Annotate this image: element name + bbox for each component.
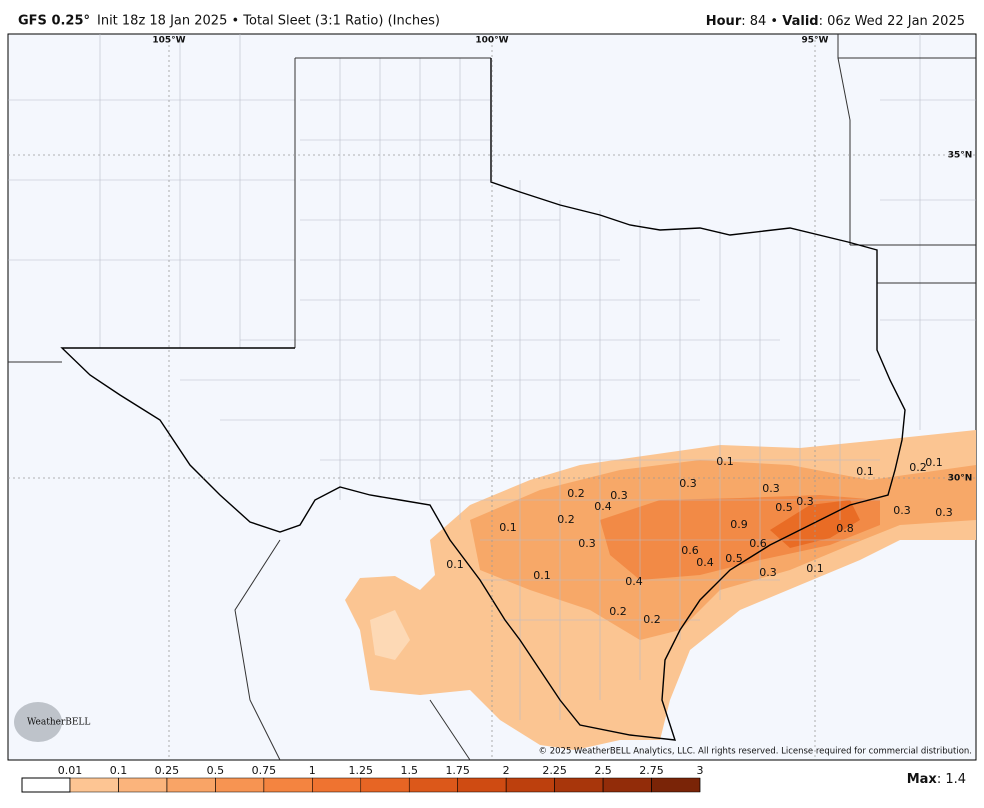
contour-label: 0.3 <box>578 537 596 550</box>
contour-label: 0.3 <box>610 489 628 502</box>
contour-label: 0.9 <box>730 518 748 531</box>
legend-swatch <box>118 777 168 793</box>
legend-tick-label: 0.01 <box>58 764 83 777</box>
latitude-labels: 35°N 30°N <box>948 151 973 484</box>
contour-label: 0.1 <box>925 456 943 469</box>
legend-tick-label: 0.25 <box>155 764 180 777</box>
longitude-labels: 105°W 100°W 95°W <box>152 36 828 46</box>
legend-tick-label: 2.5 <box>594 764 612 777</box>
legend-swatch <box>263 777 313 793</box>
contour-label: 0.5 <box>775 501 793 514</box>
contour-label: 0.1 <box>856 465 874 478</box>
logo: WeatherBELL <box>14 702 90 742</box>
latitude-label: 30°N <box>948 474 973 484</box>
legend-swatch <box>554 777 604 793</box>
latitude-label: 35°N <box>948 151 973 161</box>
legend-swatch <box>602 777 652 793</box>
contour-labels: 0.10.1 0.20.10.3 0.30.2 0.30.4 0.30.50.20.1 0… <box>446 455 953 626</box>
legend-below-min <box>21 777 71 793</box>
legend-tick-label: 1.75 <box>445 764 470 777</box>
legend-tick-label: 1 <box>309 764 316 777</box>
contour-label: 0.4 <box>696 556 714 569</box>
contour-label: 0.2 <box>567 487 585 500</box>
county-lines <box>8 34 976 720</box>
logo-text: WeatherBELL <box>27 718 90 728</box>
legend-tick-label: 0.5 <box>207 764 225 777</box>
contour-label: 0.1 <box>499 521 517 534</box>
texas-outline <box>60 58 906 741</box>
color-legend: 0.01 0.1 0.25 0.5 0.75 1 1.25 1.5 1.75 2 2.25 2.5 2.… <box>21 764 704 793</box>
longitude-label: 105°W <box>152 36 185 46</box>
longitude-label: 100°W <box>475 36 508 46</box>
contour-label: 0.1 <box>533 569 551 582</box>
max-text: : 1.4 <box>937 772 966 787</box>
valid-text: : 06z Wed 22 Jan 2025 <box>819 14 965 29</box>
contour-label: 0.3 <box>796 495 814 508</box>
legend-swatch <box>505 777 555 793</box>
valid-label: Valid <box>782 14 818 29</box>
max-label: Max <box>907 772 938 787</box>
contour-label: 0.1 <box>446 558 464 571</box>
contour-label: 0.2 <box>643 613 661 626</box>
contour-label: 0.8 <box>836 522 854 535</box>
legend-tick-label: 2.25 <box>542 764 567 777</box>
legend-swatch <box>215 777 265 793</box>
legend-swatch <box>408 777 458 793</box>
description: Init 18z 18 Jan 2025 • Total Sleet (3:1 … <box>97 14 440 29</box>
contour-label: 0.3 <box>759 566 777 579</box>
legend-tick-label: 2.75 <box>639 764 664 777</box>
contour-label: 0.3 <box>762 482 780 495</box>
longitude-label: 95°W <box>802 36 829 46</box>
contour-label: 0.5 <box>725 552 743 565</box>
contour-label: 0.1 <box>806 562 824 575</box>
valid-info: Hour: 84 • Valid: 06z Wed 22 Jan 2025 <box>706 14 965 29</box>
contour-label: 0.2 <box>609 605 627 618</box>
contour-label: 0.3 <box>893 504 911 517</box>
legend-swatch <box>312 777 362 793</box>
legend-swatch <box>457 777 507 793</box>
contour-label: 0.3 <box>679 477 697 490</box>
legend-tick-label: 1.25 <box>349 764 374 777</box>
model-title: GFS 0.25° <box>18 14 90 29</box>
contour-label: 0.6 <box>749 537 767 550</box>
legend-tick-label: 2 <box>503 764 510 777</box>
state-lines <box>8 34 976 761</box>
legend-swatch <box>360 777 410 793</box>
contour-label: 0.2 <box>909 461 927 474</box>
copyright: © 2025 WeatherBELL Analytics, LLC. All r… <box>539 747 972 757</box>
max-info: Max: 1.4 <box>907 772 966 787</box>
contour-label: 0.2 <box>557 513 575 526</box>
hour-text: : 84 • <box>741 14 782 29</box>
legend-swatch <box>651 777 701 793</box>
contour-label: 0.4 <box>625 575 643 588</box>
legend-swatch <box>69 777 119 793</box>
legend-tick-label: 1.5 <box>400 764 418 777</box>
contour-label: 0.6 <box>681 544 699 557</box>
lat-lon-grid <box>8 40 976 760</box>
legend-tick-label: 0.1 <box>110 764 128 777</box>
legend-tick-label: 3 <box>697 764 704 777</box>
sleet-area <box>370 610 410 660</box>
contour-label: 0.3 <box>935 506 953 519</box>
contour-label: 0.4 <box>594 500 612 513</box>
legend-tick-label: 0.75 <box>252 764 277 777</box>
map: 105°W 100°W 95°W 35°N30°N 0.10.1 0.20.10.3 0… <box>7 33 977 761</box>
legend-swatch <box>166 777 216 793</box>
hour-label: Hour <box>706 14 742 29</box>
contour-label: 0.1 <box>716 455 734 468</box>
